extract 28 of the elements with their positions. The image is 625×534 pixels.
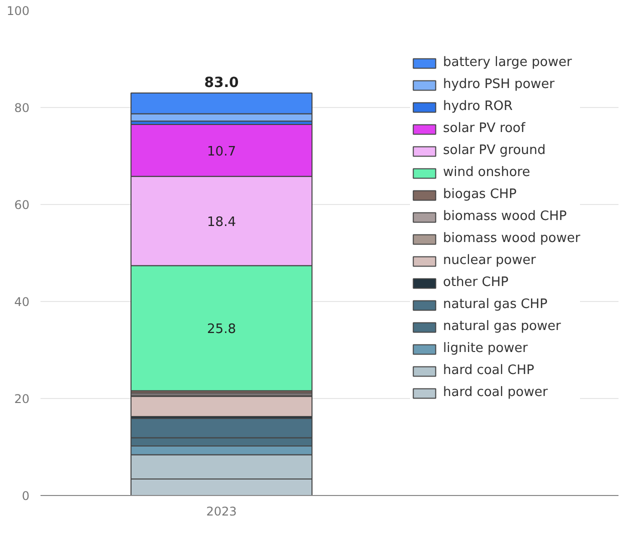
legend-label: solar PV roof [443,121,526,136]
y-tick-label: 100 [6,4,30,18]
legend-label: hard coal power [443,385,548,400]
y-tick-label: 60 [14,198,30,212]
legend-label: battery large power [443,55,572,70]
legend-label: nuclear power [443,253,536,268]
bar [130,396,312,417]
y-tick-label: 40 [14,295,30,309]
legend-label: wind onshore [443,165,530,180]
y-tick-label: 20 [14,392,30,406]
legend-label: hard coal CHP [443,363,534,378]
legend-label: other CHP [443,275,508,290]
legend-label: solar PV ground [443,143,546,158]
legend-label: biogas CHP [443,187,517,202]
legend-label: biomass wood power [443,231,580,246]
data-label: 18.4 [207,214,236,230]
data-label: 10.7 [207,144,236,160]
legend-label: natural gas CHP [443,297,548,312]
total-label: 83.0 [204,74,240,91]
legend-label: natural gas power [443,319,561,334]
legend-label: hydro ROR [443,99,513,114]
y-tick-label: 0 [22,489,30,503]
legend-label: biomass wood CHP [443,209,567,224]
y-tick-label: 80 [14,101,30,115]
x-tick-label: 2023 [206,504,237,518]
data-label: 25.8 [207,322,236,338]
legend-label: hydro PSH power [443,77,555,92]
legend-label: lignite power [443,341,528,356]
